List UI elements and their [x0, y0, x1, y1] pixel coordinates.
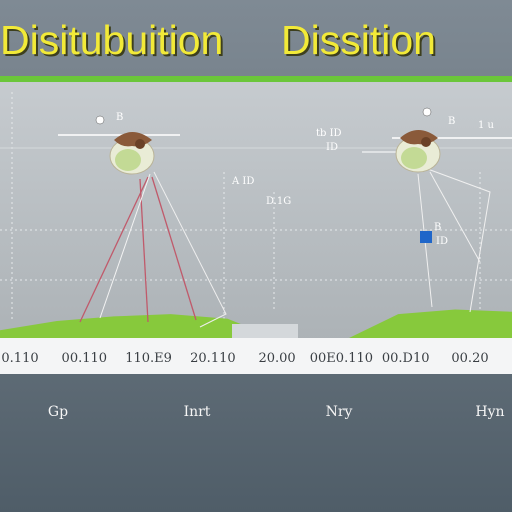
- flower-bulb-icon: [395, 130, 441, 173]
- category-label: Hyn: [475, 404, 505, 420]
- x-tick-label: 20.110: [190, 351, 236, 366]
- gridlines: [0, 92, 512, 322]
- annotation-label: B: [434, 222, 441, 233]
- category-label: Gp: [47, 404, 69, 420]
- plot-panel: B tb ID ID A ID D.1G B 1 u B ID: [0, 76, 512, 374]
- plot-svg: B tb ID ID A ID D.1G B 1 u B ID: [0, 92, 512, 344]
- x-tick-label: 00.D10: [382, 351, 430, 366]
- x-tick-label: 110.E9: [125, 351, 172, 366]
- x-tick-label: 00.20: [451, 351, 488, 366]
- flower-bulb-icon: [109, 132, 155, 175]
- x-axis: 0.110 00.110 110.E9 20.110 20.00 00E0.110 00.D…: [0, 338, 512, 374]
- x-axis-svg: 0.110 00.110 110.E9 20.110 20.00 00E0.110 00.D…: [1, 351, 488, 366]
- x-tick-label: 00E0.110: [310, 351, 373, 366]
- flower-callout-left: [58, 115, 227, 328]
- annotation-label: D.1G: [266, 196, 291, 207]
- annotation-label: ID: [326, 142, 338, 153]
- category-label: Inrt: [183, 404, 211, 420]
- chart-title-part-2: Dissition: [281, 17, 436, 63]
- chart-title: Disitubuition Dissition: [0, 14, 512, 66]
- annotation-label: ID: [436, 236, 448, 247]
- category-labels: Gp Inrt Nry Hyn: [0, 404, 512, 428]
- x-tick-label: 20.00: [258, 351, 295, 366]
- blue-square-marker-icon: [420, 231, 432, 243]
- annotation-label: 1 u: [478, 120, 495, 131]
- category-label: Nry: [325, 404, 353, 420]
- annotation-label: tb ID: [316, 128, 342, 139]
- x-tick-label: 00.110: [62, 351, 108, 366]
- annotation-label: B: [116, 112, 123, 123]
- annotation-label: B: [448, 116, 455, 127]
- series-area: [0, 309, 512, 344]
- chart-title-part-1: Disitubuition: [0, 17, 224, 63]
- x-tick-label: 0.110: [1, 351, 38, 366]
- annotation-label: A ID: [231, 176, 254, 187]
